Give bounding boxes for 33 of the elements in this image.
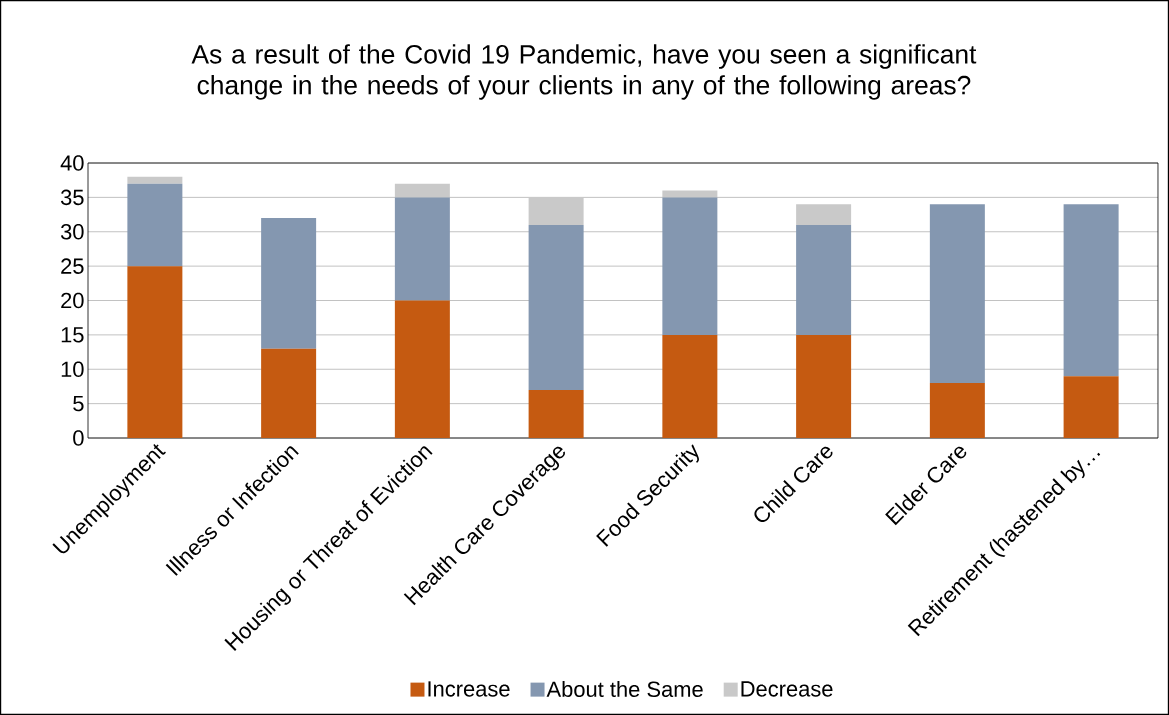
bar (929, 204, 985, 383)
bar (796, 204, 852, 225)
bar (1063, 376, 1119, 438)
y-tick-label: 30 (60, 223, 84, 240)
bar (1063, 204, 1119, 377)
bar (528, 389, 584, 438)
y-tick-label: 0 (73, 430, 84, 446)
bar (127, 176, 183, 184)
bar (127, 183, 183, 267)
y-tick-label: 35 (60, 189, 84, 206)
bar (261, 218, 317, 349)
y-tick-label: 15 (61, 327, 84, 343)
legend-label: Decrease (741, 681, 833, 697)
bar (394, 300, 450, 438)
bar (261, 348, 317, 438)
y-tick-label: 20 (61, 292, 84, 309)
legend-label: About the Same (546, 680, 703, 698)
y-tick-label: 10 (61, 361, 84, 378)
bar (662, 334, 718, 438)
legend-label: Increase (428, 681, 510, 697)
bar (127, 266, 183, 438)
y-tick-label: 40 (60, 155, 84, 171)
bar (528, 197, 584, 225)
bar (394, 197, 450, 301)
bar (528, 224, 584, 390)
bar (394, 183, 450, 198)
bar (929, 383, 985, 438)
chart-title: As a result of the Covid 19 Pandemic, have you seen a significant change in the needs of your clients in any of the following areas? (191, 44, 977, 100)
bar (796, 224, 852, 335)
y-tick-label: 25 (61, 258, 84, 274)
bar (662, 197, 718, 335)
y-tick-label: 5 (73, 395, 84, 412)
bar (796, 334, 852, 438)
